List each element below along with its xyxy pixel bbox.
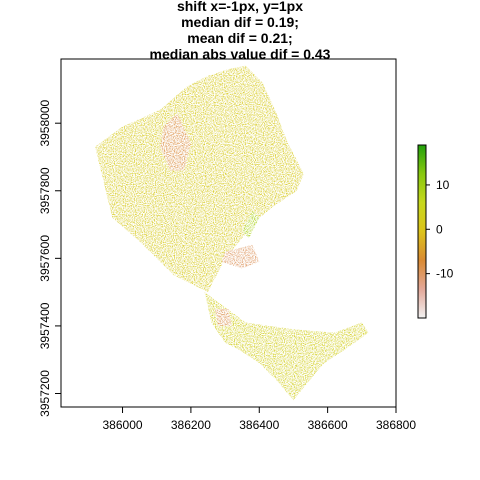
color-legend: 10 0 -10	[417, 144, 454, 319]
raster-region-orange-patch-south	[214, 309, 232, 326]
y-tick-label: 3957600	[38, 235, 52, 282]
raster-region-orange-stripe	[160, 113, 191, 171]
title-line-4: median abs value dif = 0.43	[150, 46, 331, 62]
y-tick-label: 3957200	[38, 370, 52, 417]
y-tick-label: 3957800	[38, 167, 52, 214]
legend-colorbar	[417, 144, 427, 319]
legend-tick-label: 10	[436, 178, 450, 192]
x-tick-label: 386200	[171, 418, 211, 432]
raster-region-south-lobe	[204, 292, 369, 401]
x-tick-label: 386000	[103, 418, 143, 432]
raster-region-north-block	[95, 65, 304, 293]
title-line-2: median dif = 0.19;	[181, 14, 299, 30]
y-tick-label: 3957400	[38, 302, 52, 349]
raster-layer	[95, 65, 369, 401]
legend-tick-label: -10	[436, 267, 454, 281]
title-line-1: shift x=-1px, y=1px	[177, 0, 303, 14]
x-tick-label: 386600	[308, 418, 348, 432]
chart-title: shift x=-1px, y=1px median dif = 0.19; m…	[150, 0, 331, 62]
y-axis: 3957200 3957400 3957600 3957800 3958000	[38, 100, 62, 417]
x-tick-label: 386400	[239, 418, 279, 432]
x-axis: 386000 386200 386400 386600 386800	[103, 406, 416, 432]
x-tick-label: 386800	[376, 418, 416, 432]
y-tick-label: 3958000	[38, 100, 52, 147]
title-line-3: mean dif = 0.21;	[187, 30, 292, 46]
raster-region-orange-patch	[221, 244, 260, 269]
legend-tick-label: 0	[436, 222, 443, 236]
raster-region-green-channel	[242, 211, 260, 239]
